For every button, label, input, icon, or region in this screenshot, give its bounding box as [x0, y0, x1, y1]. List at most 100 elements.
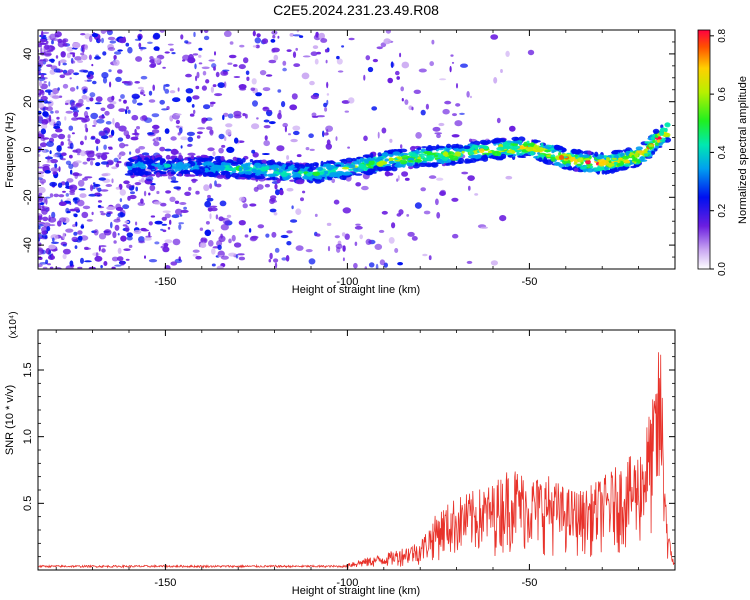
spectrogram-speckle — [207, 147, 215, 152]
spectrogram-speckle — [388, 237, 395, 244]
spectrogram-speckle — [205, 117, 213, 121]
spectrogram-ridge-point — [665, 133, 669, 137]
spectrogram-ridge-point — [651, 150, 656, 155]
spectrogram-ridge-point — [492, 151, 502, 157]
spectrogram-ridge-point — [294, 177, 300, 180]
spectrogram-ridge-point — [337, 173, 343, 177]
spectrogram-ridge-point — [296, 173, 301, 177]
spectrogram-speckle — [214, 93, 223, 97]
spectrogram-ridge-point — [132, 156, 139, 160]
spectrogram-speckle — [52, 237, 55, 243]
spectrogram-speckle — [167, 226, 171, 230]
spectrogram-ridge-point — [486, 139, 492, 144]
spectrogram-speckle — [434, 132, 443, 135]
spectrogram-speckle — [291, 205, 294, 210]
spectrogram-speckle — [73, 207, 80, 212]
spectrogram-ridge-point — [577, 163, 582, 166]
spectrogram-speckle — [132, 98, 137, 104]
spectrogram-speckle — [41, 230, 48, 235]
spectrogram-speckle — [82, 89, 86, 95]
spectrogram-speckle — [420, 187, 427, 192]
spectrogram-speckle — [333, 199, 340, 205]
spectrogram-speckle — [149, 184, 156, 192]
spectrogram-speckle — [398, 209, 404, 215]
spectrogram-speckle — [259, 70, 267, 76]
spectrogram-speckle — [415, 132, 422, 139]
spectrogram-speckle — [210, 86, 214, 93]
spectrogram-speckle — [83, 260, 92, 263]
spectrogram-speckle — [182, 59, 186, 62]
spectrogram-speckle — [390, 61, 394, 68]
spectrogram-speckle — [65, 181, 70, 187]
spectrogram-speckle — [51, 94, 60, 100]
spectrogram-speckle — [179, 214, 183, 217]
spectrogram-speckle — [100, 265, 103, 269]
spectrogram-speckle — [397, 175, 400, 181]
spectrogram-speckle — [71, 60, 76, 64]
spectrogram-speckle — [145, 235, 152, 238]
spectrogram-ridge-point — [244, 170, 253, 175]
spectrogram-speckle — [128, 244, 133, 248]
spectrogram-ridge-point — [601, 170, 605, 175]
spectrogram-speckle — [355, 182, 362, 187]
spectrogram-speckle — [80, 54, 88, 61]
spectrogram-ridge-point — [408, 160, 414, 163]
spectrogram-ridge-point — [171, 155, 175, 160]
spectrogram-speckle — [189, 113, 195, 117]
spectrogram-ridge-point — [400, 155, 410, 160]
spectrogram-speckle — [48, 81, 51, 87]
spectrogram-speckle — [64, 116, 67, 121]
spectrogram-speckle — [429, 61, 435, 67]
y-tick-label: -20 — [22, 189, 34, 205]
spectrogram-ridge-point — [436, 145, 446, 149]
spectrogram-speckle — [91, 33, 99, 38]
spectrogram-speckle — [175, 113, 182, 116]
spectrogram-speckle — [223, 81, 227, 88]
spectrogram-ridge-point — [469, 158, 477, 163]
spectrogram-speckle — [141, 152, 150, 156]
spectrogram-speckle — [377, 131, 380, 139]
spectrogram-speckle — [450, 54, 454, 57]
spectrogram-ridge-point — [397, 156, 403, 160]
spectrogram-speckle — [49, 150, 52, 155]
spectrogram-x-axis-label: Height of straight line (km) — [292, 284, 420, 296]
spectrogram-speckle — [285, 254, 290, 262]
spectrogram-speckle — [99, 210, 104, 213]
spectrogram-speckle — [387, 172, 394, 176]
spectrogram-speckle — [125, 258, 130, 261]
spectrogram-speckle — [217, 244, 222, 250]
spectrogram-ridge-point — [644, 141, 651, 144]
spectrogram-speckle — [308, 258, 316, 265]
spectrogram-speckle — [195, 255, 202, 260]
spectrogram-speckle — [496, 117, 501, 124]
spectrogram-speckle — [269, 208, 277, 213]
spectrogram-speckle — [490, 34, 499, 40]
spectrogram-speckle — [39, 178, 46, 184]
spectrogram-speckle — [178, 224, 182, 230]
spectrogram-ridge-point — [605, 169, 611, 175]
spectrogram-speckle — [490, 260, 498, 266]
spectrogram-speckle — [119, 142, 126, 149]
spectrogram-speckle — [80, 52, 85, 56]
spectrogram-ridge-point — [644, 153, 649, 157]
spectrogram-speckle — [275, 189, 280, 196]
spectrogram-speckle — [271, 200, 278, 203]
colorbar-tick-label: 0.4 — [717, 145, 728, 159]
x-tick-label: -50 — [521, 276, 537, 288]
spectrogram-speckle — [140, 75, 148, 80]
spectrogram-speckle — [226, 214, 232, 218]
spectrogram-speckle — [196, 135, 201, 139]
spectrogram-speckle — [65, 110, 73, 114]
spectrogram-speckle — [341, 45, 345, 48]
spectrogram-speckle — [212, 84, 217, 88]
spectrogram-ridge-point — [625, 151, 629, 157]
spectrogram-ridge-point — [215, 170, 219, 176]
spectrogram-speckle — [451, 134, 460, 138]
spectrogram-speckle — [452, 233, 459, 239]
spectrogram-speckle — [256, 33, 261, 38]
spectrogram-speckle — [493, 77, 498, 84]
spectrogram-ridge-point — [133, 172, 143, 176]
spectrogram-ridge-point — [285, 162, 291, 166]
spectrogram-speckle — [218, 216, 224, 222]
spectrogram-ridge-point — [373, 165, 380, 171]
